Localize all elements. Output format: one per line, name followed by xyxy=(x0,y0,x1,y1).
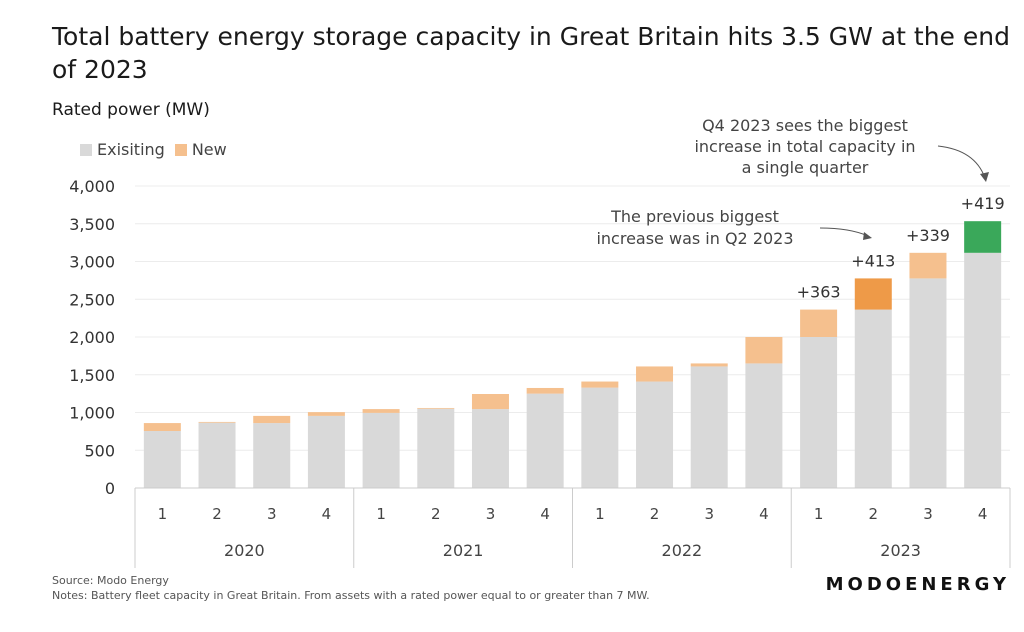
legend-item-new: New xyxy=(174,140,227,159)
bar-existing xyxy=(690,366,728,488)
bar-new xyxy=(253,415,291,424)
bar-existing xyxy=(581,387,619,488)
bar-new xyxy=(198,421,236,423)
year-label: 2023 xyxy=(880,541,921,560)
x-tick-label: 2 xyxy=(869,505,879,523)
bar-existing xyxy=(143,430,181,488)
bar-existing xyxy=(253,423,291,488)
bar-existing xyxy=(198,422,236,488)
x-tick-label: 1 xyxy=(814,505,824,523)
bar-new xyxy=(471,394,509,410)
bar-new xyxy=(636,366,674,382)
y-tick-label: 3,000 xyxy=(69,253,115,272)
annotation-arrow xyxy=(937,145,986,179)
bar-existing xyxy=(526,393,564,488)
y-tick-label: 1,000 xyxy=(69,404,115,423)
y-tick-label: 4,000 xyxy=(69,177,115,196)
brand-logo: MODOENERGY xyxy=(825,574,1010,595)
x-tick-label: 3 xyxy=(486,505,496,523)
bar-new xyxy=(417,407,455,409)
y-axis-label: Rated power (MW) xyxy=(52,100,210,120)
arrow-head-icon xyxy=(863,232,872,240)
y-tick-label: 3,500 xyxy=(69,215,115,234)
bar-existing xyxy=(909,278,947,488)
bar-new xyxy=(964,221,1002,253)
bar-new xyxy=(307,412,345,416)
x-tick-label: 4 xyxy=(322,505,332,523)
bar-existing xyxy=(307,415,345,488)
bar-existing xyxy=(417,408,455,488)
annotation-text: Q4 2023 sees the biggest xyxy=(702,116,908,135)
x-tick-label: 4 xyxy=(540,505,550,523)
annotation-text: increase in total capacity in xyxy=(694,137,915,156)
arrow-head-icon xyxy=(980,172,989,182)
x-tick-label: 1 xyxy=(595,505,605,523)
bar-new xyxy=(854,278,892,310)
bar-existing xyxy=(471,409,509,488)
x-tick-label: 2 xyxy=(650,505,660,523)
data-label: +339 xyxy=(906,226,950,245)
year-label: 2022 xyxy=(662,541,703,560)
source-note: Source: Modo Energy xyxy=(52,574,169,587)
notes: Notes: Battery fleet capacity in Great B… xyxy=(52,589,650,602)
bar-new xyxy=(143,423,181,431)
bar-existing xyxy=(636,381,674,488)
x-tick-label: 1 xyxy=(376,505,386,523)
legend-label: New xyxy=(191,140,227,159)
x-tick-label: 3 xyxy=(267,505,277,523)
data-label: +413 xyxy=(851,251,895,270)
annotation-arrow xyxy=(819,227,869,237)
y-tick-label: 1,500 xyxy=(69,366,115,385)
annotation-text: The previous biggest xyxy=(610,207,779,226)
bar-new xyxy=(526,387,564,394)
bar-new xyxy=(745,337,783,364)
bar-new xyxy=(909,252,947,279)
bar-new xyxy=(800,309,838,337)
x-tick-label: 3 xyxy=(923,505,933,523)
y-tick-label: 2,000 xyxy=(69,328,115,347)
x-tick-label: 2 xyxy=(212,505,222,523)
data-label: +363 xyxy=(797,283,841,302)
bar-existing xyxy=(800,337,838,488)
x-tick-label: 2 xyxy=(431,505,441,523)
legend: Exisiting New xyxy=(80,140,227,159)
y-tick-label: 2,500 xyxy=(69,290,115,309)
bar-new xyxy=(581,381,619,388)
bar-new xyxy=(362,409,400,413)
x-tick-label: 4 xyxy=(759,505,769,523)
annotation-text: a single quarter xyxy=(742,158,869,177)
chart-title: Total battery energy storage capacity in… xyxy=(52,22,1010,84)
legend-item-existing: Exisiting xyxy=(80,140,165,159)
legend-label: Exisiting xyxy=(97,140,165,159)
bar-existing xyxy=(854,309,892,488)
x-tick-label: 1 xyxy=(158,505,168,523)
y-tick-label: 0 xyxy=(105,479,115,498)
bar-existing xyxy=(745,363,783,488)
data-label: +419 xyxy=(961,194,1005,213)
y-tick-label: 500 xyxy=(84,441,115,460)
year-label: 2021 xyxy=(443,541,484,560)
bar-existing xyxy=(964,252,1002,488)
bar-new xyxy=(690,363,728,367)
x-tick-label: 4 xyxy=(978,505,988,523)
annotation-text: increase was in Q2 2023 xyxy=(596,229,793,248)
bar-existing xyxy=(362,412,400,488)
year-label: 2020 xyxy=(224,541,265,560)
x-tick-label: 3 xyxy=(704,505,714,523)
